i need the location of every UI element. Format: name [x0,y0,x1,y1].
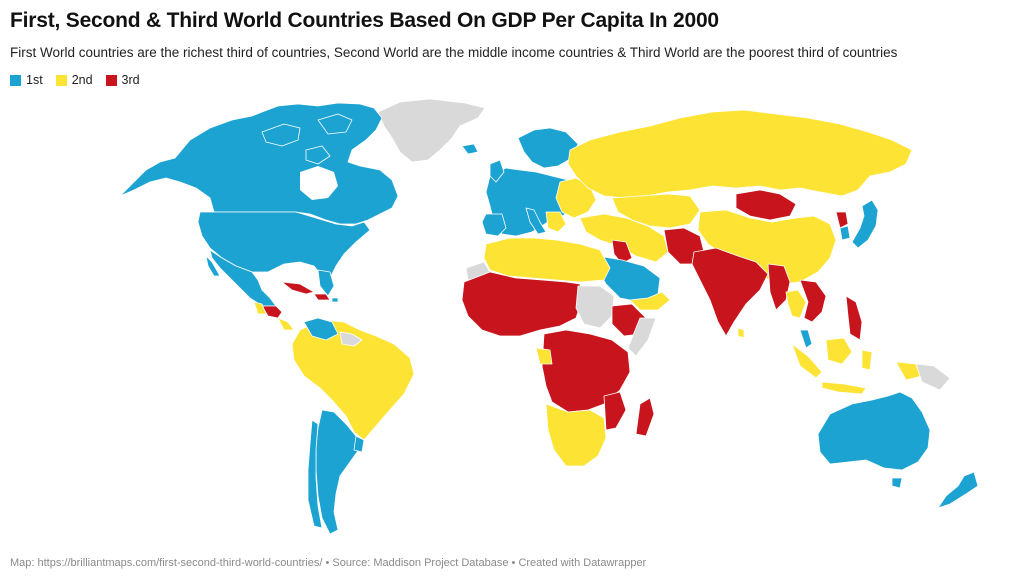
region-greenland[interactable] [377,98,486,163]
region-hispaniola[interactable] [313,293,331,301]
region-central-america-north[interactable] [261,305,283,319]
region-japan[interactable] [851,199,879,249]
region-australia[interactable] [817,391,931,471]
map-credit-link[interactable]: Map: https://brilliantmaps.com/first-sec… [10,557,323,569]
region-sri-lanka[interactable] [737,327,745,339]
footer-separator: • [508,557,519,569]
region-india[interactable] [691,247,769,337]
region-mongolia[interactable] [735,189,797,221]
region-canada-islands-3[interactable] [305,145,331,165]
region-north-africa[interactable] [483,237,611,283]
region-central-america-south[interactable] [277,317,295,331]
region-sumatra[interactable] [791,343,823,379]
region-russia[interactable] [567,109,913,199]
region-west-africa[interactable] [461,271,583,337]
region-venezuela[interactable] [303,317,339,341]
region-central-asia[interactable] [611,193,701,229]
page-title: First, Second & Third World Countries Ba… [10,9,719,32]
region-canada-islands-2[interactable] [317,113,353,135]
region-north-korea[interactable] [835,211,849,229]
region-italy[interactable] [525,207,547,235]
region-guianas[interactable] [339,331,363,347]
legend-item-1st[interactable]: 1st [10,73,43,87]
region-cuba[interactable] [281,281,315,295]
region-iceland[interactable] [461,143,479,155]
region-puerto-rico[interactable] [331,297,339,303]
region-mozambique[interactable] [603,391,627,431]
hudson-bay [300,166,338,200]
region-java[interactable] [821,381,867,395]
region-brazil[interactable] [291,319,415,441]
region-bangladesh-myanmar[interactable] [767,263,791,311]
world-map[interactable] [0,95,1024,550]
region-somalia[interactable] [627,317,657,357]
region-turkey-iran[interactable] [579,213,669,263]
legend-label-3rd: 3rd [121,73,140,87]
world-map-svg[interactable] [0,95,1024,550]
legend-label-2nd: 2nd [71,73,93,87]
footer-separator: • [322,557,333,569]
region-chile[interactable] [307,419,323,529]
region-canada-islands-1[interactable] [261,123,301,147]
source-text: Source: Maddison Project Database [332,557,509,569]
region-southern-africa[interactable] [545,403,607,467]
legend: 1st 2nd 3rd [10,73,153,87]
region-canada-alaska[interactable] [119,102,399,225]
region-malaysia[interactable] [799,329,813,349]
legend-item-2nd[interactable]: 2nd [55,73,93,87]
region-sudan-area[interactable] [575,285,615,329]
region-madagascar[interactable] [635,397,655,437]
region-yemen-oman[interactable] [629,291,671,311]
region-indochina[interactable] [799,279,827,323]
legend-item-3rd[interactable]: 3rd [105,73,140,87]
region-south-korea[interactable] [839,225,851,241]
region-baja[interactable] [205,255,221,277]
page-subtitle: First World countries are the richest th… [10,45,898,60]
region-sulawesi[interactable] [861,349,873,371]
region-thailand[interactable] [785,289,807,319]
region-tasmania[interactable] [891,477,903,489]
legend-swatch-3rd [105,74,117,86]
legend-label-1st: 1st [26,73,43,87]
region-uruguay[interactable] [353,435,365,453]
region-uk[interactable] [489,159,505,183]
region-new-guinea-east[interactable] [915,363,951,391]
legend-swatch-1st [10,74,21,86]
footer: Map: https://brilliantmaps.com/first-sec… [10,557,646,569]
region-borneo[interactable] [825,337,853,365]
region-gabon[interactable] [535,347,553,365]
region-iberia[interactable] [481,213,507,237]
region-central-america-mid[interactable] [253,301,267,315]
region-balkans[interactable] [545,211,567,233]
region-florida[interactable] [317,269,335,297]
region-philippines[interactable] [845,295,863,341]
created-with-text: Created with Datawrapper [518,557,647,569]
legend-swatch-2nd [55,74,67,86]
region-new-zealand[interactable] [937,471,979,509]
